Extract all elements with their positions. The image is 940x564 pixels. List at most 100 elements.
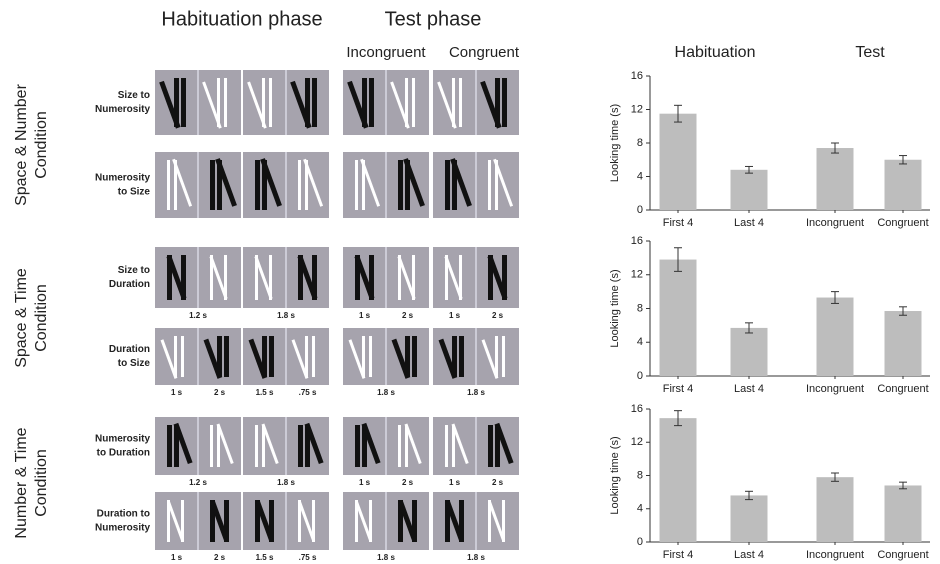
stimulus-shape [369,500,372,542]
row-label: Size to [118,90,150,101]
stimulus-shape [312,500,315,542]
stimulus-shape [355,425,360,467]
stimulus-shape [167,425,172,467]
stimulus-shape [502,255,507,300]
stimulus-shape [405,78,408,127]
time-label: 1.5 s [256,553,274,562]
stimulus-shape [445,160,450,210]
stimulus-shape [224,255,227,300]
time-label: .75 s [299,388,317,397]
stimulus-shape [459,500,464,542]
time-label: 1 s [171,553,183,562]
row-label: Numerosity [95,104,150,115]
x-tick-label: Incongruent [806,549,864,561]
header: Habituation [675,44,756,61]
header: Incongruent [346,44,426,61]
time-label: 1.8 s [277,311,295,320]
row-label: Duration [109,344,150,355]
stimulus-shape [495,336,498,377]
y-tick-label: 4 [637,336,643,348]
bar [660,260,697,376]
y-tick-label: 8 [637,137,643,149]
stimulus-shape [459,336,464,377]
time-label: 1.2 s [189,311,207,320]
stimulus-shape [224,336,229,377]
x-tick-label: Last 4 [734,217,764,229]
stimulus-shape [412,500,417,542]
header: Habituation phase [161,8,322,30]
stimulus-shape [262,336,267,377]
stimulus-shape [269,255,272,300]
condition-label: Condition [33,449,50,517]
time-label: 1.8 s [467,388,485,397]
bar [885,311,922,376]
stimulus-shape [495,78,500,127]
row-label: Numerosity [95,523,150,534]
stimulus-shape [488,425,493,467]
stimulus-shape [412,336,417,377]
time-label: 2 s [492,478,504,487]
row-label: to Size [118,187,151,198]
stimulus-shape [181,255,186,300]
stimulus-shape [445,425,448,467]
stimulus-shape [312,78,317,127]
stimulus-shape [502,336,505,377]
stimulus-shape [181,78,186,127]
stimulus-shape [255,425,258,467]
bar [660,114,697,210]
y-tick-label: 16 [631,70,643,82]
time-label: 1.2 s [189,478,207,487]
stimulus-shape [217,78,220,127]
time-label: 1.8 s [277,478,295,487]
y-tick-label: 12 [631,269,643,281]
stimulus-shape [269,78,272,127]
row-label: Numerosity [95,173,150,184]
x-tick-label: Congruent [877,549,928,561]
row-label: Size to [118,265,150,276]
stimulus-shape [405,336,410,377]
stimulus-shape [210,425,213,467]
stimulus-shape [269,500,274,542]
bar [660,418,697,542]
condition-label: Space & Number [13,83,30,206]
stimulus-shape [369,78,374,127]
stimulus-shape [262,78,265,127]
time-label: 2 s [214,388,226,397]
stimulus-shape [369,255,374,300]
stimulus-shape [312,336,315,377]
stimulus-shape [312,255,317,300]
bar [817,477,854,542]
stimulus-shape [167,160,170,210]
header: Test phase [385,8,482,30]
header: Congruent [449,44,520,61]
row-label: to Duration [97,448,150,459]
y-tick-label: 4 [637,170,643,182]
stimulus-shape [412,78,415,127]
time-label: 1 s [449,311,461,320]
stimulus-shape [362,78,367,127]
time-label: 1.8 s [377,388,395,397]
row-label: Duration [109,279,150,290]
stimulus-shape [459,255,462,300]
time-label: 1 s [359,311,371,320]
y-axis-label: Looking time (s) [609,104,621,182]
row-label: to Size [118,358,151,369]
x-tick-label: Incongruent [806,383,864,395]
bar [731,495,768,542]
stimulus-shape [224,500,229,542]
stimulus-shape [269,336,274,377]
stimulus-shape [369,336,372,377]
condition-label: Condition [33,111,50,179]
time-label: 1 s [449,478,461,487]
time-label: .75 s [299,553,317,562]
x-tick-label: First 4 [663,383,694,395]
stimulus-shape [459,78,462,127]
stimulus-shape [305,336,308,377]
time-label: 2 s [402,311,414,320]
bar [885,160,922,210]
bar [817,148,854,210]
y-axis-label: Looking time (s) [609,269,621,347]
bar [885,485,922,542]
header: Test [855,44,885,61]
row-label: Duration to [97,509,150,520]
